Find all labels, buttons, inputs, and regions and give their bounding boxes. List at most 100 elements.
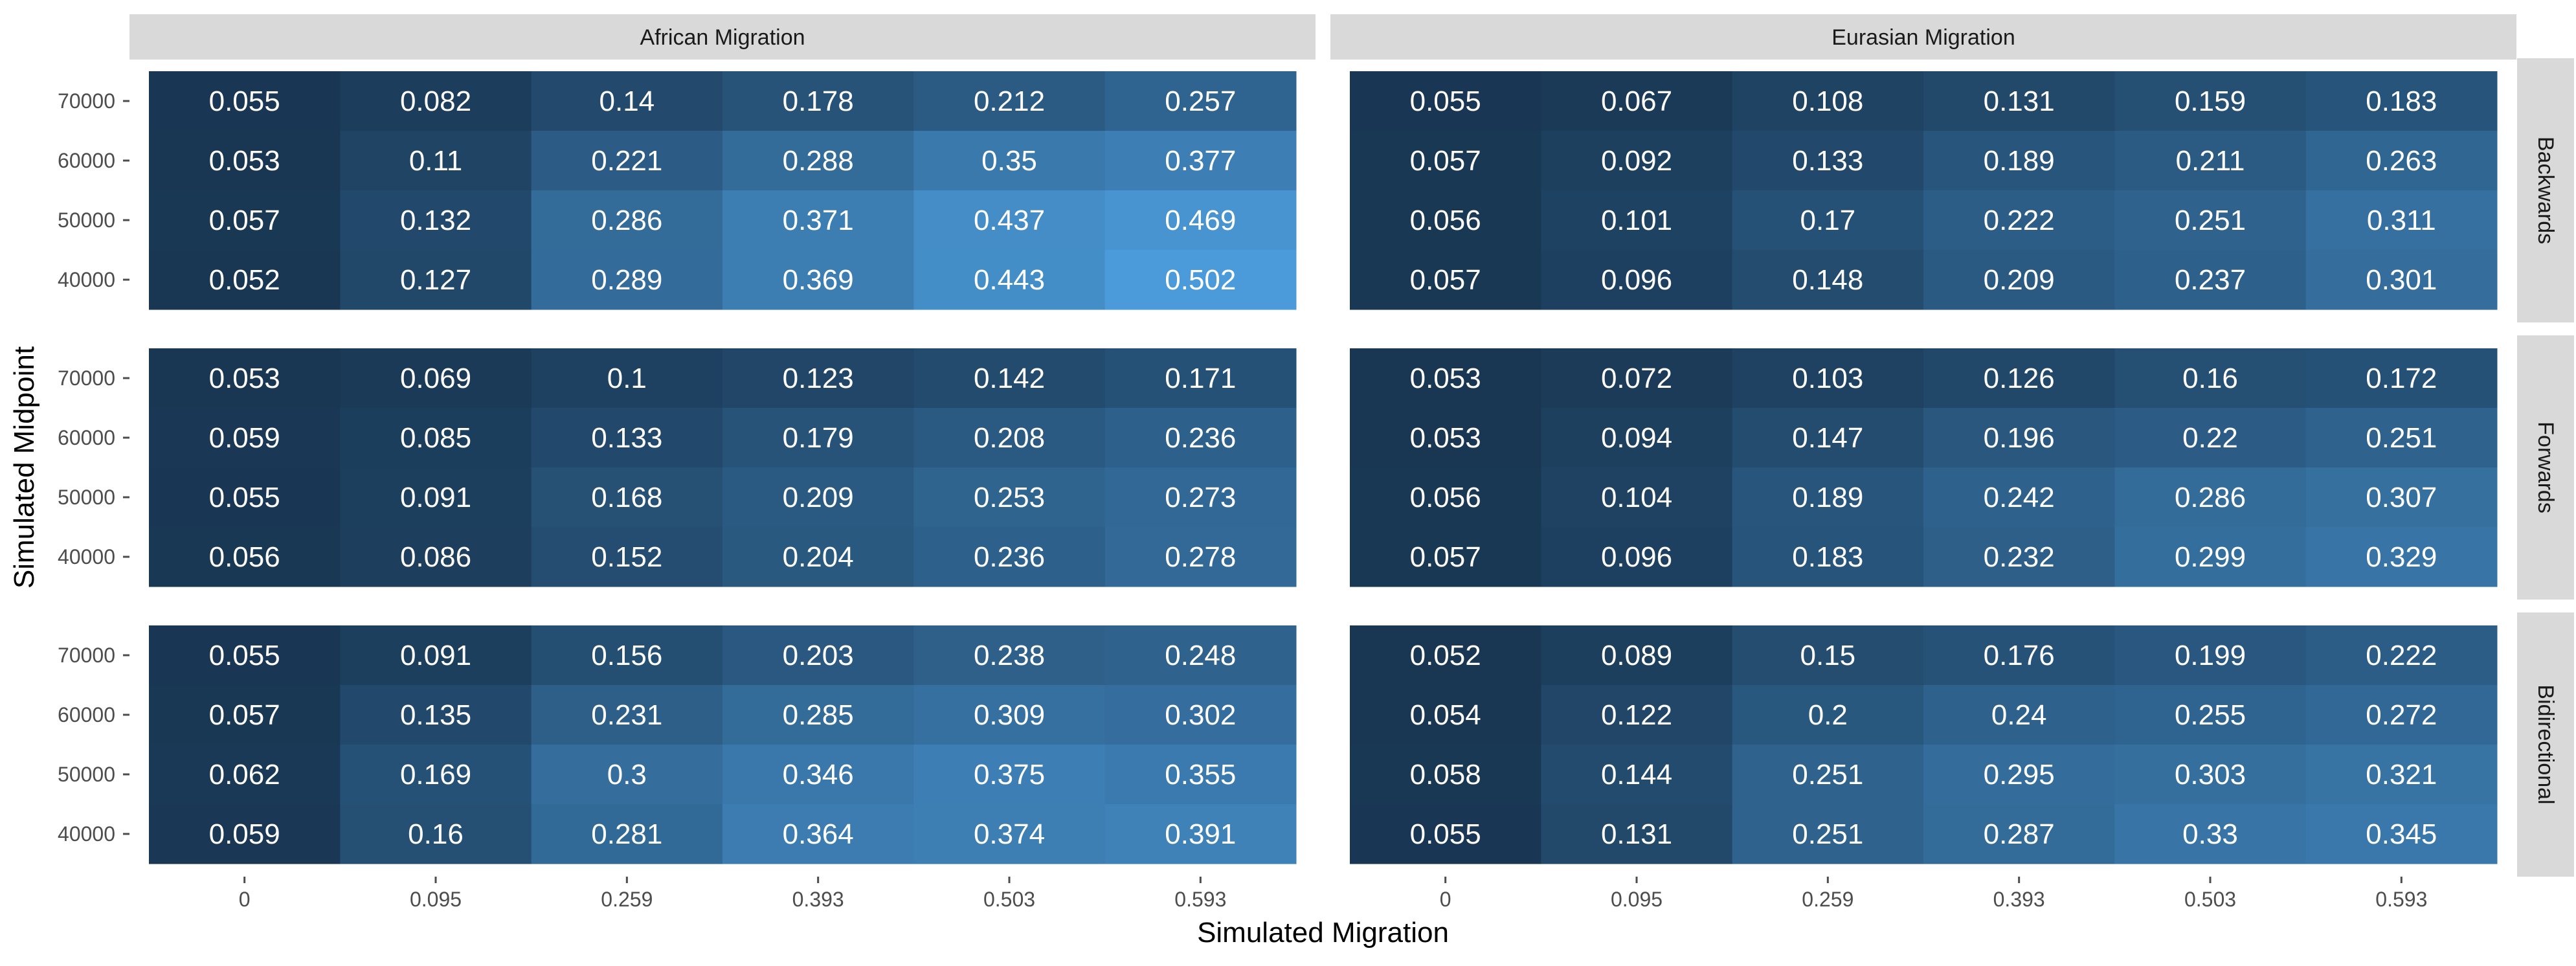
cell-value-label: 0.299 bbox=[2175, 541, 2246, 573]
heatmap-cell bbox=[1923, 348, 2115, 409]
heatmap-cell bbox=[913, 190, 1106, 251]
cell-value-label: 0.144 bbox=[1601, 759, 1672, 791]
cell-value-label: 0.056 bbox=[1410, 205, 1481, 236]
cell-value-label: 0.082 bbox=[400, 85, 471, 117]
heatmap-cell bbox=[1732, 467, 1924, 528]
cell-value-label: 0.286 bbox=[591, 205, 662, 236]
cell-value-label: 0.196 bbox=[1984, 422, 2055, 454]
heatmap-cell bbox=[340, 190, 532, 251]
heatmap-cell bbox=[531, 131, 723, 191]
cell-value-label: 0.288 bbox=[783, 145, 854, 177]
y-tick-label: 70000 bbox=[58, 89, 115, 113]
cell-value-label: 0.135 bbox=[400, 699, 471, 731]
cell-value-label: 0.237 bbox=[2175, 264, 2246, 296]
cell-value-label: 0.092 bbox=[1601, 145, 1672, 177]
heatmap-cell bbox=[1350, 527, 1541, 587]
facet-strip-row-label: Backwards bbox=[2533, 137, 2558, 244]
cell-value-label: 0.232 bbox=[1984, 541, 2055, 573]
x-tick-label: 0 bbox=[239, 888, 251, 911]
y-tick-label: 70000 bbox=[58, 366, 115, 390]
heatmap-cell bbox=[1350, 467, 1541, 528]
heatmap-cell bbox=[2305, 685, 2498, 745]
heatmap-cell bbox=[149, 131, 341, 191]
heatmap-cell bbox=[340, 348, 532, 409]
cell-value-label: 0.171 bbox=[1165, 363, 1236, 394]
heatmap-cell bbox=[1104, 250, 1297, 310]
heatmap-cell bbox=[1923, 527, 2115, 587]
heatmap-cell bbox=[1923, 408, 2115, 468]
heatmap-cell bbox=[913, 745, 1106, 805]
cell-value-label: 0.126 bbox=[1984, 363, 2055, 394]
facet-strip-row bbox=[2517, 58, 2574, 322]
cell-value-label: 0.33 bbox=[2182, 818, 2238, 850]
cell-value-label: 0.057 bbox=[209, 205, 280, 236]
cell-value-label: 0.054 bbox=[1410, 699, 1481, 731]
heatmap-cell bbox=[2305, 348, 2498, 409]
heatmap-cell bbox=[722, 131, 914, 191]
heatmap-cell bbox=[531, 190, 723, 251]
cell-value-label: 0.272 bbox=[2366, 699, 2437, 731]
heatmap-cell bbox=[722, 685, 914, 745]
heatmap-cell bbox=[722, 804, 914, 864]
heatmap-cell bbox=[1732, 71, 1924, 131]
heatmap-cell bbox=[531, 467, 723, 528]
cell-value-label: 0.053 bbox=[1410, 363, 1481, 394]
heatmap-cell bbox=[913, 71, 1106, 131]
heatmap-cell bbox=[2305, 408, 2498, 468]
heatmap-cell bbox=[531, 685, 723, 745]
cell-value-label: 0.053 bbox=[1410, 422, 1481, 454]
cell-value-label: 0.469 bbox=[1165, 205, 1236, 236]
cell-value-label: 0.251 bbox=[1792, 818, 1863, 850]
y-tick-label: 50000 bbox=[58, 763, 115, 786]
heatmap-cell bbox=[913, 348, 1106, 409]
heatmap-cell bbox=[1732, 745, 1924, 805]
cell-value-label: 0.1 bbox=[607, 363, 647, 394]
heatmap-cell bbox=[913, 804, 1106, 864]
y-tick-label: 70000 bbox=[58, 644, 115, 667]
cell-value-label: 0.085 bbox=[400, 422, 471, 454]
x-tick-label: 0.095 bbox=[410, 888, 462, 911]
cell-value-label: 0.2 bbox=[1808, 699, 1848, 731]
x-tick-label: 0.593 bbox=[2375, 888, 2427, 911]
cell-value-label: 0.152 bbox=[591, 541, 662, 573]
cell-value-label: 0.437 bbox=[974, 205, 1045, 236]
heatmap-cell bbox=[149, 685, 341, 745]
cell-value-label: 0.346 bbox=[783, 759, 854, 791]
cell-value-label: 0.502 bbox=[1165, 264, 1236, 296]
cell-value-label: 0.062 bbox=[209, 759, 280, 791]
heatmap-cell bbox=[1104, 804, 1297, 864]
cell-value-label: 0.148 bbox=[1792, 264, 1863, 296]
cell-value-label: 0.055 bbox=[1410, 85, 1481, 117]
heatmap-cell bbox=[1541, 250, 1733, 310]
heatmap-cell bbox=[1732, 804, 1924, 864]
heatmap-cell bbox=[1541, 467, 1733, 528]
heatmap-cell bbox=[1350, 408, 1541, 468]
x-axis-title: Simulated Migration bbox=[1197, 917, 1449, 949]
heatmap-cell bbox=[340, 804, 532, 864]
heatmap-cell bbox=[1923, 190, 2115, 251]
x-tick-label: 0.503 bbox=[983, 888, 1035, 911]
cell-value-label: 0.391 bbox=[1165, 818, 1236, 850]
cell-value-label: 0.22 bbox=[2182, 422, 2238, 454]
cell-value-label: 0.176 bbox=[1984, 640, 2055, 671]
x-tick-label: 0.593 bbox=[1174, 888, 1226, 911]
cell-value-label: 0.203 bbox=[783, 640, 854, 671]
heatmap-cell bbox=[1541, 408, 1733, 468]
cell-value-label: 0.303 bbox=[2175, 759, 2246, 791]
cell-value-label: 0.236 bbox=[974, 541, 1045, 573]
cell-value-label: 0.189 bbox=[1792, 482, 1863, 513]
cell-value-label: 0.159 bbox=[2175, 85, 2246, 117]
cell-value-label: 0.364 bbox=[783, 818, 854, 850]
cell-value-label: 0.3 bbox=[607, 759, 647, 791]
heatmap-cell bbox=[913, 250, 1106, 310]
heatmap-cell bbox=[2114, 250, 2307, 310]
heatmap-cell bbox=[1350, 250, 1541, 310]
cell-value-label: 0.221 bbox=[591, 145, 662, 177]
cell-value-label: 0.053 bbox=[209, 145, 280, 177]
heatmap-cell bbox=[2114, 804, 2307, 864]
heatmap-cell bbox=[340, 71, 532, 131]
heatmap-cell bbox=[149, 190, 341, 251]
cell-value-label: 0.255 bbox=[2175, 699, 2246, 731]
heatmap-cell bbox=[1923, 685, 2115, 745]
cell-value-label: 0.091 bbox=[400, 482, 471, 513]
